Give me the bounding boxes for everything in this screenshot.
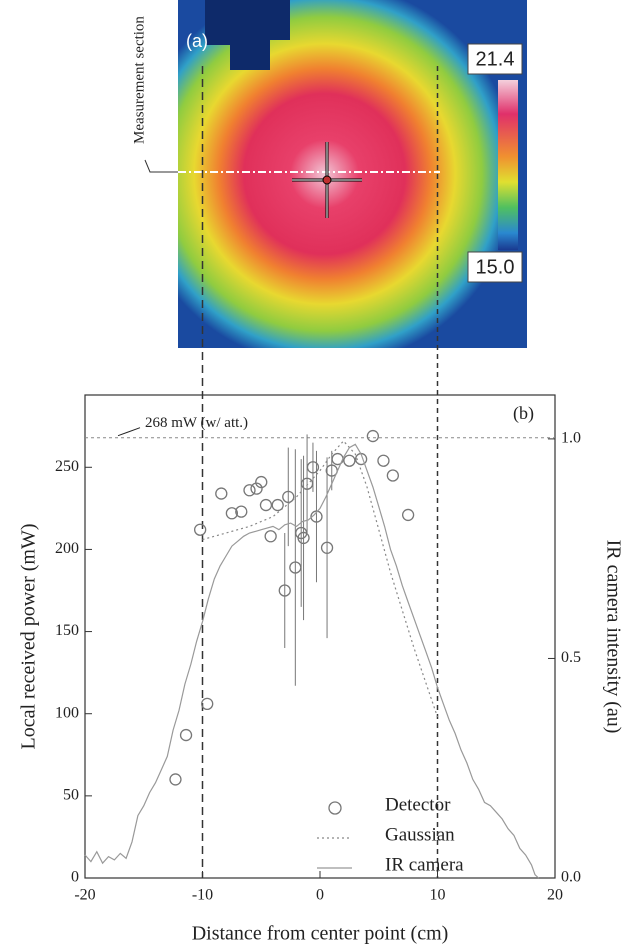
legend-label: Gaussian [385, 824, 455, 845]
y2-tick-label: 0.0 [561, 869, 581, 886]
y2-axis-label: IR camera intensity (au) [602, 540, 624, 734]
y-tick-label: 150 [55, 622, 79, 639]
crosshair-center [323, 176, 331, 184]
series-line [85, 444, 539, 878]
x-tick-label: 10 [430, 887, 446, 904]
detector-point [195, 524, 206, 535]
detector-point [170, 774, 181, 785]
detector-point [260, 500, 271, 511]
y-tick-label: 0 [71, 869, 79, 886]
detector-point [265, 531, 276, 542]
colorbar [498, 80, 518, 250]
plot-frame [85, 395, 555, 878]
y-tick-label: 50 [63, 787, 79, 804]
detector-point [244, 485, 255, 496]
thermal-image: 21.4 15.0 (a) Measurement section [131, 0, 527, 348]
x-tick-label: -20 [74, 887, 95, 904]
legend-label: IR camera [385, 854, 464, 875]
y2-tick-label: 0.5 [561, 649, 581, 666]
detector-point [367, 431, 378, 442]
x-axis-label: Distance from center point (cm) [192, 923, 449, 945]
detector-point [387, 470, 398, 481]
panel-label: (a) [186, 31, 208, 51]
detector-point [181, 730, 192, 741]
panel-label: (b) [513, 403, 534, 424]
legend-label: Detector [385, 794, 451, 815]
detector-point [344, 455, 355, 466]
y-tick-label: 250 [55, 458, 79, 475]
y-tick-label: 100 [55, 704, 79, 721]
figure: 21.4 15.0 (a) Measurement section 268 mW… [0, 0, 634, 951]
x-tick-label: 0 [316, 887, 324, 904]
legend-marker [329, 802, 341, 814]
y-tick-label: 200 [55, 540, 79, 557]
x-tick-label: 20 [547, 887, 563, 904]
y-axis-label: Local received power (mW) [18, 524, 40, 750]
x-tick-label: -10 [192, 887, 213, 904]
series-line [203, 441, 438, 717]
reference-label: 268 mW (w/ att.) [145, 415, 248, 431]
reference-arrow [118, 428, 140, 436]
detector-point [202, 698, 213, 709]
page: {"image": {"label": "(a)", "section_labe… [0, 0, 634, 951]
colorbar-max: 21.4 [476, 48, 515, 70]
colorbar-min: 15.0 [476, 256, 515, 278]
detector-point [403, 509, 414, 520]
section-label: Measurement section [131, 16, 147, 144]
section-pointer [145, 160, 178, 172]
detector-point [378, 455, 389, 466]
detector-point [216, 488, 227, 499]
y2-tick-label: 1.0 [561, 430, 581, 447]
